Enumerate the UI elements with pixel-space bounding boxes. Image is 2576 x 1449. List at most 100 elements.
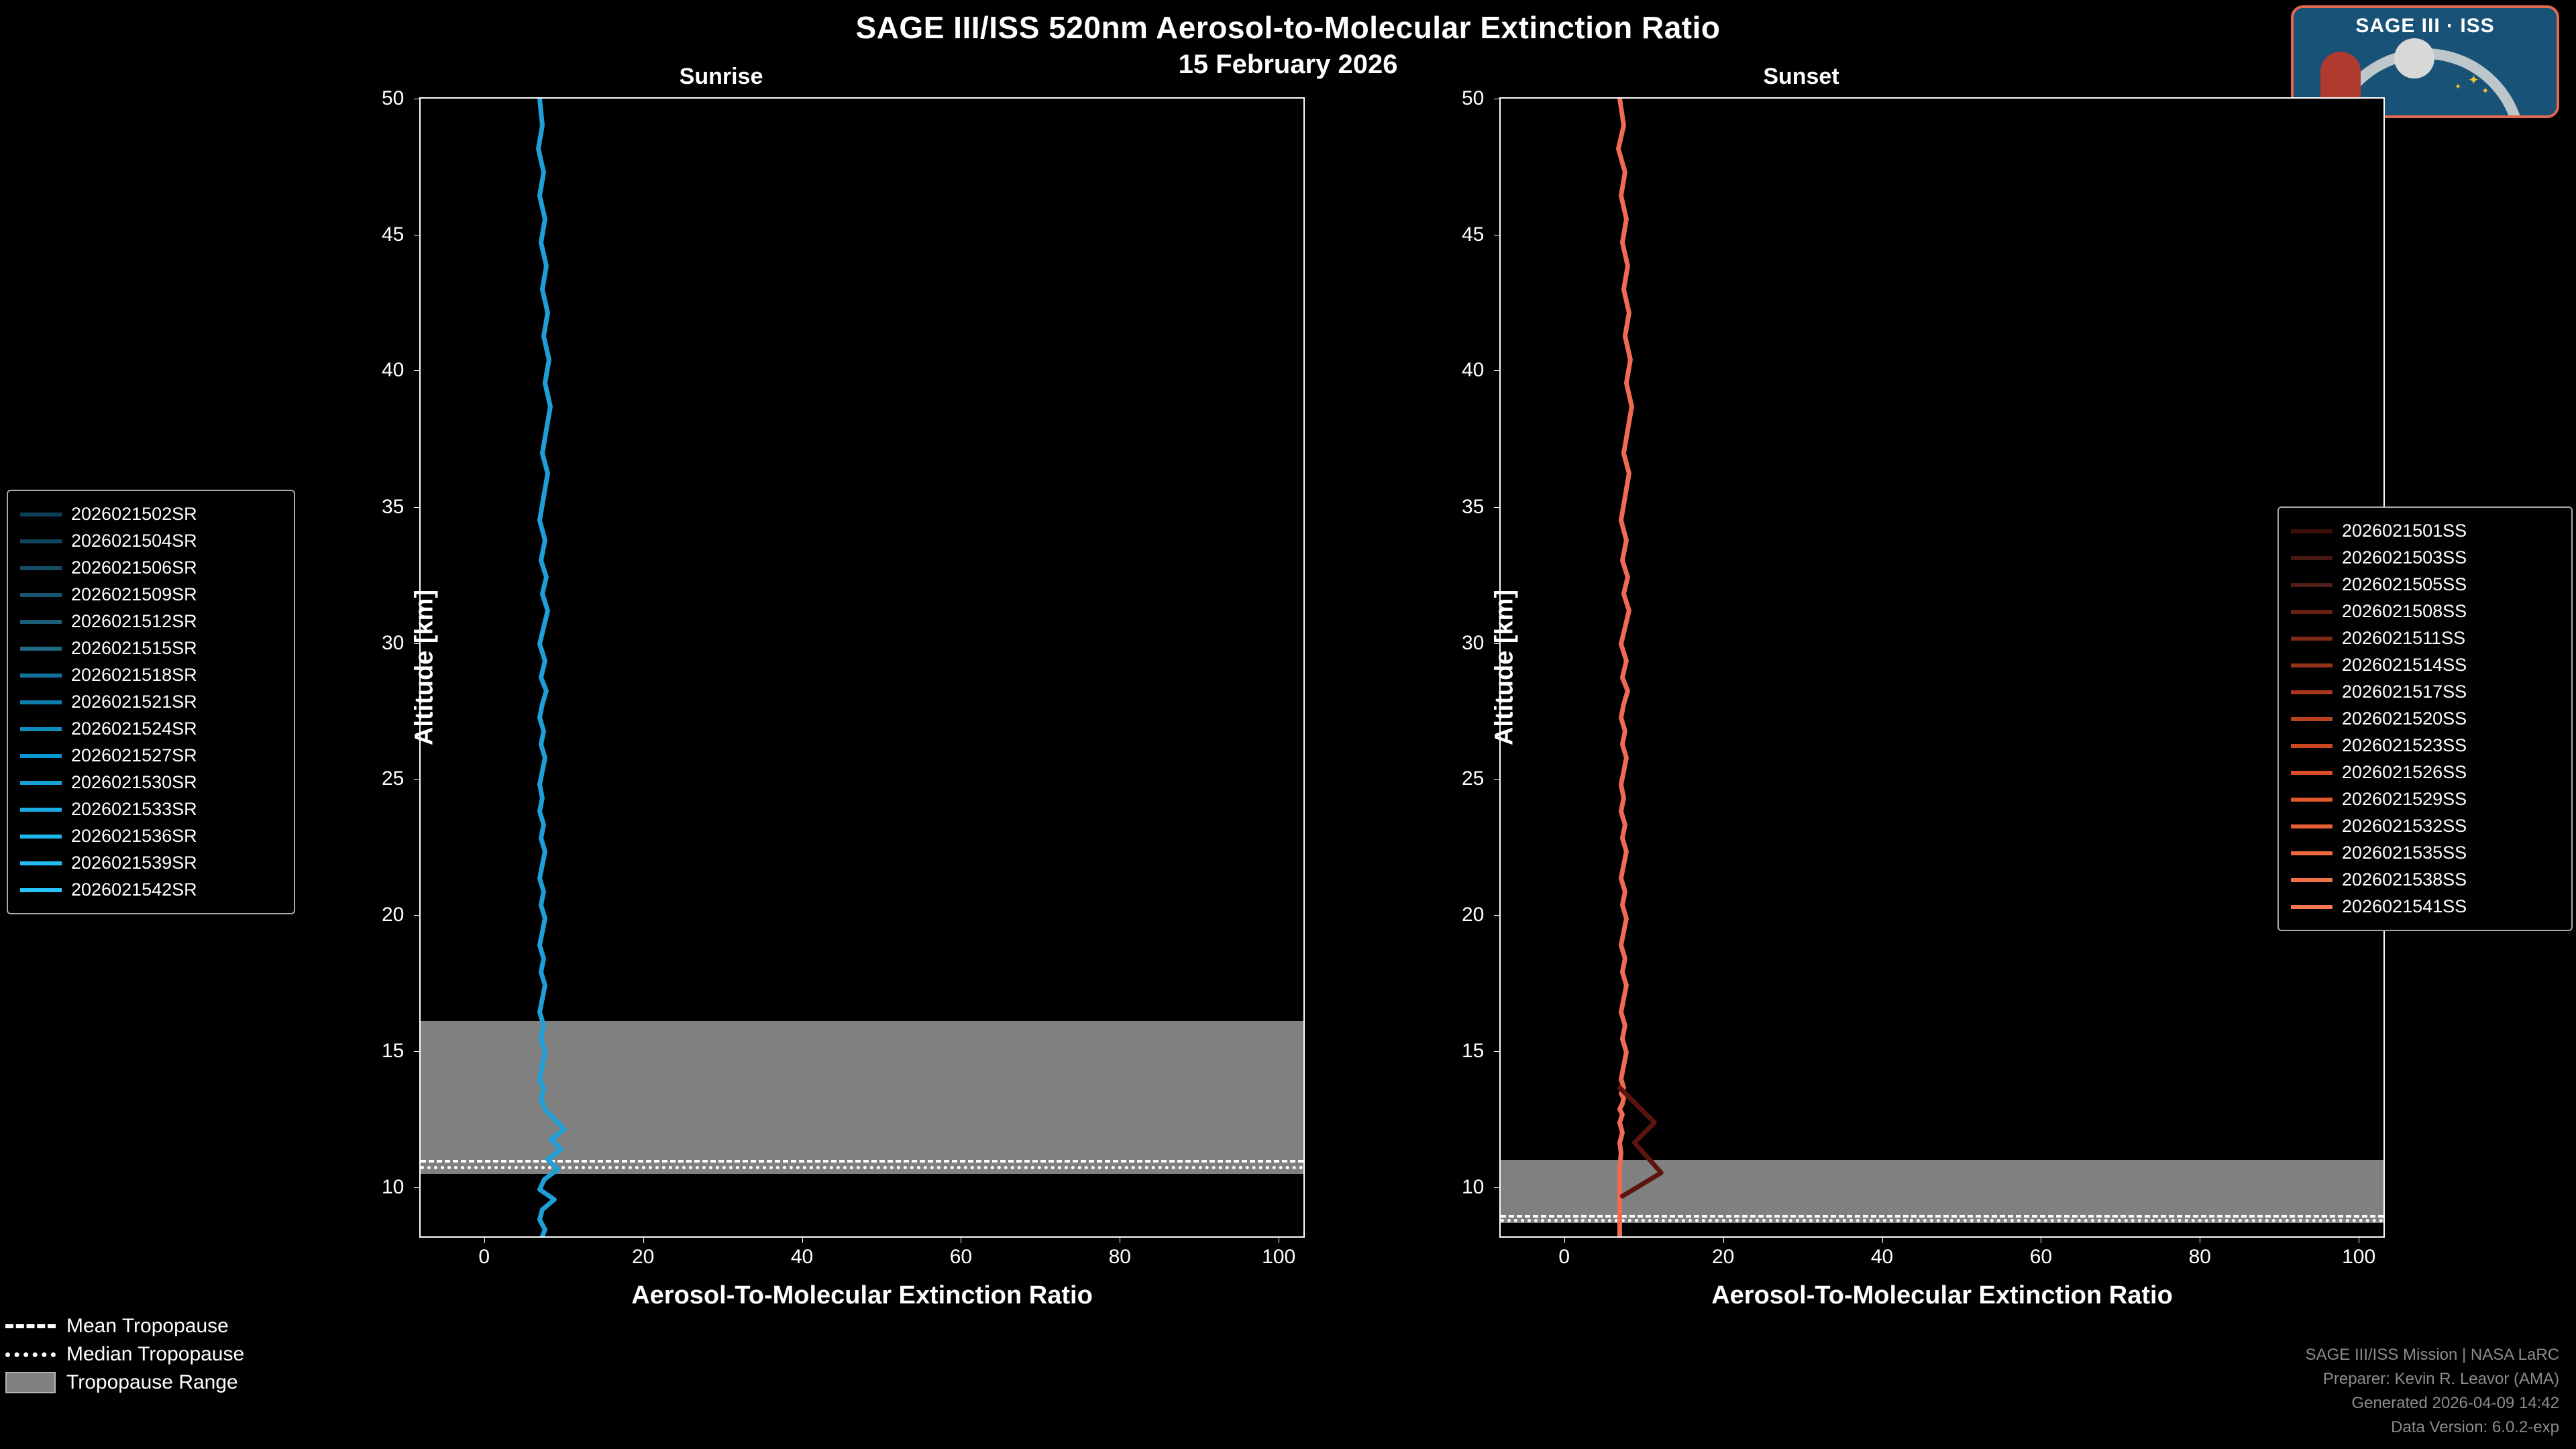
legend-entry-row[interactable]: 2026021505SS	[2291, 574, 2559, 595]
legend-entry-label: 2026021533SR	[71, 799, 197, 820]
y-axis-tick	[414, 915, 421, 916]
median-tropopause-legend-row[interactable]: Median Tropopause	[5, 1343, 244, 1366]
legend-color-swatch	[2291, 637, 2332, 641]
x-axis-tick-label: 0	[478, 1246, 490, 1269]
y-axis-tick	[1494, 779, 1501, 780]
legend-entry-label: 2026021538SS	[2342, 869, 2467, 890]
legend-color-swatch	[20, 647, 62, 651]
legend-entry-row[interactable]: 2026021530SR	[20, 772, 282, 793]
logo-title-text: SAGE III · ISS	[2294, 15, 2557, 38]
subtitle-date: 15 February 2026	[0, 50, 2576, 80]
star-icon: ✦	[2481, 85, 2489, 97]
bottom-legend[interactable]: Mean Tropopause Median Tropopause Tropop…	[5, 1309, 244, 1399]
legend-entry-row[interactable]: 2026021520SS	[2291, 708, 2559, 729]
legend-entry-row[interactable]: 2026021502SR	[20, 504, 282, 525]
median-tropopause-swatch	[5, 1348, 56, 1360]
moon-icon	[2394, 38, 2434, 78]
legend-entry-row[interactable]: 2026021509SR	[20, 584, 282, 605]
y-axis-tick	[1494, 370, 1501, 371]
legend-entry-row[interactable]: 2026021536SR	[20, 826, 282, 847]
sunrise-yaxis-label: Altitude [km]	[411, 590, 439, 745]
legend-color-swatch	[2291, 690, 2332, 694]
legend-entry-row[interactable]: 2026021501SS	[2291, 521, 2559, 541]
legend-entry-label: 2026021521SR	[71, 692, 197, 712]
x-axis-tick	[1564, 1236, 1565, 1243]
legend-entry-row[interactable]: 2026021503SS	[2291, 547, 2559, 568]
x-axis-tick-label: 20	[632, 1246, 654, 1269]
legend-entry-row[interactable]: 2026021512SR	[20, 611, 282, 632]
legend-color-swatch	[20, 674, 62, 678]
legend-entry-label: 2026021520SS	[2342, 708, 2467, 729]
legend-entry-label: 2026021504SR	[71, 531, 197, 551]
legend-color-swatch	[20, 781, 62, 785]
legend-entry-row[interactable]: 2026021504SR	[20, 531, 282, 551]
sunset-xaxis-label: Aerosol-To-Molecular Extinction Ratio	[1501, 1281, 2383, 1310]
sunset-legend[interactable]: 2026021501SS 2026021503SS 2026021505SS 2…	[2277, 506, 2573, 931]
legend-entry-label: 2026021527SR	[71, 745, 197, 766]
sunrise-chart[interactable]: 50 45 40 35 30 25 20 15 10 0 20 40 60 80…	[419, 97, 1305, 1238]
tropopause-range-legend-row[interactable]: Tropopause Range	[5, 1371, 244, 1394]
legend-color-swatch	[2291, 717, 2332, 721]
legend-entry-row[interactable]: 2026021526SS	[2291, 762, 2559, 783]
y-axis-tick	[414, 370, 421, 371]
x-axis-tick-label: 20	[1712, 1246, 1734, 1269]
legend-entry-row[interactable]: 2026021511SS	[2291, 628, 2559, 649]
legend-entry-row[interactable]: 2026021523SS	[2291, 735, 2559, 756]
y-axis-tick-label: 10	[1462, 1176, 1484, 1199]
sunrise-heading: Sunrise	[419, 64, 1023, 90]
legend-entry-row[interactable]: 2026021506SR	[20, 557, 282, 578]
legend-color-swatch	[20, 700, 62, 704]
legend-color-swatch	[2291, 851, 2332, 855]
sunset-chart[interactable]: 50 45 40 35 30 25 20 15 10 0 20 40 60 80…	[1499, 97, 2385, 1238]
legend-entry-label: 2026021530SR	[71, 772, 197, 793]
legend-entry-row[interactable]: 2026021541SS	[2291, 896, 2559, 917]
tropopause-range-label: Tropopause Range	[66, 1371, 238, 1394]
legend-entry-row[interactable]: 2026021532SS	[2291, 816, 2559, 837]
sunrise-legend[interactable]: 2026021502SR 2026021504SR 2026021506SR 2…	[7, 490, 295, 914]
legend-entry-row[interactable]: 2026021542SR	[20, 879, 282, 900]
legend-entry-row[interactable]: 2026021529SS	[2291, 789, 2559, 810]
legend-color-swatch	[20, 754, 62, 758]
legend-entry-row[interactable]: 2026021538SS	[2291, 869, 2559, 890]
mean-tropopause-legend-row[interactable]: Mean Tropopause	[5, 1315, 244, 1338]
legend-color-swatch	[20, 727, 62, 731]
sunrise-xaxis-label: Aerosol-To-Molecular Extinction Ratio	[421, 1281, 1303, 1310]
x-axis-tick-label: 40	[791, 1246, 813, 1269]
mean-tropopause-label: Mean Tropopause	[66, 1315, 229, 1338]
legend-entry-label: 2026021514SS	[2342, 655, 2467, 676]
title-block: SAGE III/ISS 520nm Aerosol-to-Molecular …	[0, 9, 2576, 80]
sunrise-profile-lines	[421, 99, 1303, 1236]
legend-color-swatch	[2291, 744, 2332, 748]
legend-entry-row[interactable]: 2026021524SR	[20, 718, 282, 739]
legend-entry-row[interactable]: 2026021533SR	[20, 799, 282, 820]
legend-entry-label: 2026021532SS	[2342, 816, 2467, 837]
y-axis-tick	[414, 1051, 421, 1052]
legend-color-swatch	[2291, 663, 2332, 667]
legend-entry-row[interactable]: 2026021539SR	[20, 853, 282, 873]
sunset-yaxis-label: Altitude [km]	[1491, 590, 1519, 745]
star-icon: ✦	[2468, 72, 2479, 89]
y-axis-tick-label: 30	[382, 632, 404, 655]
legend-entry-label: 2026021523SS	[2342, 735, 2467, 756]
legend-entry-row[interactable]: 2026021514SS	[2291, 655, 2559, 676]
star-icon: ✦	[2455, 82, 2461, 91]
legend-entry-row[interactable]: 2026021527SR	[20, 745, 282, 766]
legend-entry-label: 2026021536SR	[71, 826, 197, 847]
legend-entry-row[interactable]: 2026021508SS	[2291, 601, 2559, 622]
y-axis-tick-label: 20	[1462, 904, 1484, 926]
x-axis-tick-label: 40	[1871, 1246, 1893, 1269]
legend-entry-row[interactable]: 2026021518SR	[20, 665, 282, 686]
legend-entry-label: 2026021503SS	[2342, 547, 2467, 568]
y-axis-tick-label: 15	[382, 1040, 404, 1063]
legend-entry-label: 2026021542SR	[71, 879, 197, 900]
y-axis-tick-label: 35	[382, 496, 404, 519]
legend-entry-row[interactable]: 2026021517SS	[2291, 682, 2559, 702]
legend-entry-row[interactable]: 2026021515SR	[20, 638, 282, 659]
legend-entry-label: 2026021529SS	[2342, 789, 2467, 810]
legend-entry-row[interactable]: 2026021521SR	[20, 692, 282, 712]
y-axis-tick	[1494, 507, 1501, 508]
legend-entry-row[interactable]: 2026021535SS	[2291, 843, 2559, 863]
y-axis-tick-label: 25	[1462, 767, 1484, 790]
y-axis-tick	[414, 779, 421, 780]
legend-color-swatch	[20, 593, 62, 597]
